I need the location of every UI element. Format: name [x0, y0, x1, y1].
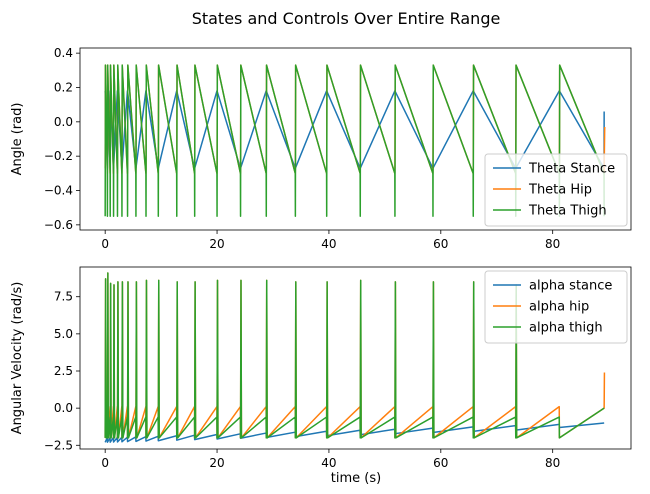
velocity-legend-label: alpha stance	[529, 279, 612, 294]
angle-y-tick-label: 0.2	[54, 80, 73, 94]
velocity-y-tick-label: 7.5	[54, 290, 73, 304]
velocity-y-tick-label: 2.5	[54, 364, 73, 378]
velocity-x-tick-label: 20	[209, 456, 224, 470]
velocity-legend-label: alpha thigh	[529, 321, 603, 336]
velocity-legend: alpha stance alpha hip alpha thigh	[484, 270, 628, 344]
velocity-y-tick-label: −2.5	[44, 438, 73, 452]
angle-x-tick-label: 80	[545, 237, 560, 251]
angle-y-tick-label: −0.4	[44, 184, 73, 198]
angle-y-tick-label: −0.6	[44, 218, 73, 232]
angle-y-axis-label: Angle (rad)	[10, 103, 25, 176]
angle-legend-label: Theta Stance	[528, 162, 615, 177]
velocity-y-ticks: −2.5 0.0 2.5 5.0 7.5	[44, 290, 80, 452]
angle-y-tick-label: 0.0	[54, 115, 73, 129]
angle-axes-frame	[79, 47, 632, 231]
velocity-legend-label: alpha hip	[529, 300, 589, 315]
velocity-y-axis-label: Angular Velocity (rad/s)	[10, 282, 25, 435]
angle-plot-lines	[104, 64, 606, 218]
angle-series-line-3	[104, 64, 605, 218]
velocity-series-line-3	[104, 272, 605, 439]
angle-y-ticks: −0.6 −0.4 −0.2 0.0 0.2 0.4	[44, 46, 80, 232]
velocity-axes-frame	[79, 266, 632, 450]
velocity-x-tick-label: 0	[101, 456, 109, 470]
velocity-y-tick-label: 0.0	[54, 401, 73, 415]
angle-x-tick-label: 0	[101, 237, 109, 251]
velocity-x-tick-label: 40	[321, 456, 336, 470]
angle-axes: 0 20 40 60 80 −0.6 −0.4 −0.2 0.0 0.2 0.4 Angle (r…	[10, 46, 632, 251]
velocity-x-ticks: 0 20 40 60 80	[101, 449, 560, 470]
angle-x-tick-label: 20	[209, 237, 224, 251]
velocity-legend-box	[484, 270, 628, 344]
velocity-x-tick-label: 80	[545, 456, 560, 470]
angle-legend: Theta Stance Theta Hip Theta Thigh	[484, 153, 628, 227]
angle-x-tick-label: 40	[321, 237, 336, 251]
velocity-y-tick-label: 5.0	[54, 327, 73, 341]
angle-y-tick-label: −0.2	[44, 149, 73, 163]
angle-y-tick-label: 0.4	[54, 46, 73, 60]
angle-x-ticks: 0 20 40 60 80	[101, 230, 560, 251]
angle-legend-label: Theta Thigh	[528, 204, 607, 219]
figure-title: States and Controls Over Entire Range	[192, 9, 501, 28]
velocity-x-tick-label: 60	[433, 456, 448, 470]
angle-x-tick-label: 60	[433, 237, 448, 251]
angle-legend-label: Theta Hip	[528, 183, 592, 198]
velocity-x-axis-label: time (s)	[331, 471, 381, 486]
velocity-axes: 0 20 40 60 80 −2.5 0.0 2.5 5.0 7.5 Angular Veloc…	[10, 266, 632, 486]
angle-legend-box	[484, 153, 628, 227]
velocity-plot-lines	[104, 272, 606, 443]
